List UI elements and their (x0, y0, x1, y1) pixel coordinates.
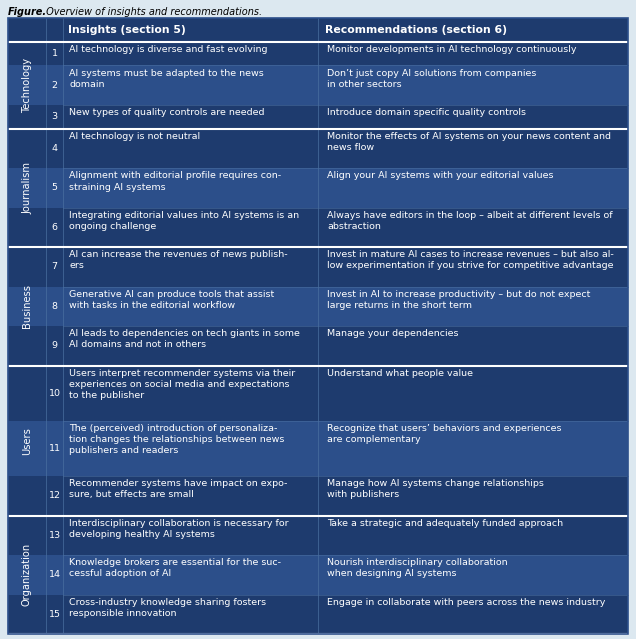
Text: Organization: Organization (22, 543, 32, 606)
Text: 9: 9 (52, 341, 57, 350)
Text: Users: Users (22, 427, 32, 454)
Text: Cross-industry knowledge sharing fosters
responsible innovation: Cross-industry knowledge sharing fosters… (69, 597, 266, 618)
Text: Technology: Technology (22, 58, 32, 113)
Text: Manage how AI systems change relationships
with publishers: Manage how AI systems change relationshi… (327, 479, 544, 499)
Text: 1: 1 (52, 49, 57, 58)
Text: Recognize that users’ behaviors and experiences
are complementary: Recognize that users’ behaviors and expe… (327, 424, 562, 444)
Text: Manage your dependencies: Manage your dependencies (327, 329, 459, 339)
Bar (8, 42, 628, 65)
Text: Recommender systems have impact on expo-
sure, but effects are small: Recommender systems have impact on expo-… (69, 479, 287, 499)
Text: Alignment with editorial profile requires con-
straining AI systems: Alignment with editorial profile require… (69, 171, 281, 192)
Text: Take a strategic and adequately funded approach: Take a strategic and adequately funded a… (327, 519, 563, 528)
Text: Figure.: Figure. (8, 7, 47, 17)
Text: AI leads to dependencies on tech giants in some
AI domains and not in others: AI leads to dependencies on tech giants … (69, 329, 300, 350)
Text: 4: 4 (52, 144, 57, 153)
Bar (8, 287, 628, 326)
Text: AI technology is diverse and fast evolving: AI technology is diverse and fast evolvi… (69, 45, 268, 54)
Bar (8, 128, 628, 168)
Text: Align your AI systems with your editorial values: Align your AI systems with your editoria… (327, 171, 553, 180)
Text: 13: 13 (48, 531, 60, 540)
Bar (8, 208, 628, 247)
Bar (8, 476, 628, 516)
Text: Recommendations (section 6): Recommendations (section 6) (325, 25, 507, 35)
Text: AI systems must be adapted to the news
domain: AI systems must be adapted to the news d… (69, 69, 264, 89)
Text: 11: 11 (48, 444, 60, 453)
Text: Understand what people value: Understand what people value (327, 369, 473, 378)
Text: 2: 2 (52, 81, 57, 89)
Text: 3: 3 (52, 112, 58, 121)
Text: Don’t just copy AI solutions from companies
in other sectors: Don’t just copy AI solutions from compan… (327, 69, 536, 89)
Text: Introduce domain specific quality controls: Introduce domain specific quality contro… (327, 108, 526, 117)
Bar (8, 326, 628, 366)
Text: 5: 5 (52, 183, 57, 192)
Text: Monitor the effects of AI systems on your news content and
news flow: Monitor the effects of AI systems on you… (327, 132, 611, 152)
Text: 8: 8 (52, 302, 57, 311)
Text: 14: 14 (48, 570, 60, 580)
Text: Always have editors in the loop – albeit at different levels of
abstraction: Always have editors in the loop – albeit… (327, 211, 612, 231)
Text: Knowledge brokers are essential for the suc-
cessful adoption of AI: Knowledge brokers are essential for the … (69, 558, 281, 578)
Bar (8, 247, 628, 287)
Bar (8, 516, 628, 555)
Bar (8, 168, 628, 208)
Text: Monitor developments in AI technology continuously: Monitor developments in AI technology co… (327, 45, 576, 54)
Bar (8, 105, 628, 128)
Bar (8, 65, 628, 105)
Text: 12: 12 (48, 491, 60, 500)
Text: Invest in AI to increase productivity – but do not expect
large returns in the s: Invest in AI to increase productivity – … (327, 290, 590, 310)
Text: Invest in mature AI cases to increase revenues – but also al-
low experimentatio: Invest in mature AI cases to increase re… (327, 250, 614, 270)
Text: Overview of insights and recommendations.: Overview of insights and recommendations… (43, 7, 262, 17)
Text: Journalism: Journalism (22, 162, 32, 214)
Text: 7: 7 (52, 263, 57, 272)
Text: 10: 10 (48, 389, 60, 397)
Text: AI technology is not neutral: AI technology is not neutral (69, 132, 200, 141)
Text: 6: 6 (52, 223, 57, 232)
Text: AI can increase the revenues of news publish-
ers: AI can increase the revenues of news pub… (69, 250, 287, 270)
Text: The (perceived) introduction of personaliza-
tion changes the relationships betw: The (perceived) introduction of personal… (69, 424, 284, 455)
Text: 15: 15 (48, 610, 60, 619)
Text: Integrating editorial values into AI systems is an
ongoing challenge: Integrating editorial values into AI sys… (69, 211, 299, 231)
Text: Users interpret recommender systems via their
experiences on social media and ex: Users interpret recommender systems via … (69, 369, 295, 400)
Bar (8, 18, 628, 42)
Bar (8, 421, 628, 476)
Bar (8, 366, 628, 421)
Text: Business: Business (22, 284, 32, 328)
Text: Insights (section 5): Insights (section 5) (68, 25, 186, 35)
Text: Generative AI can produce tools that assist
with tasks in the editorial workflow: Generative AI can produce tools that ass… (69, 290, 274, 310)
Text: New types of quality controls are needed: New types of quality controls are needed (69, 108, 265, 117)
Text: Nourish interdisciplinary collaboration
when designing AI systems: Nourish interdisciplinary collaboration … (327, 558, 508, 578)
Text: Engage in collaborate with peers across the news industry: Engage in collaborate with peers across … (327, 597, 605, 606)
Bar (8, 555, 628, 594)
Bar (8, 594, 628, 634)
Text: Interdisciplinary collaboration is necessary for
developing healthy AI systems: Interdisciplinary collaboration is neces… (69, 519, 289, 539)
